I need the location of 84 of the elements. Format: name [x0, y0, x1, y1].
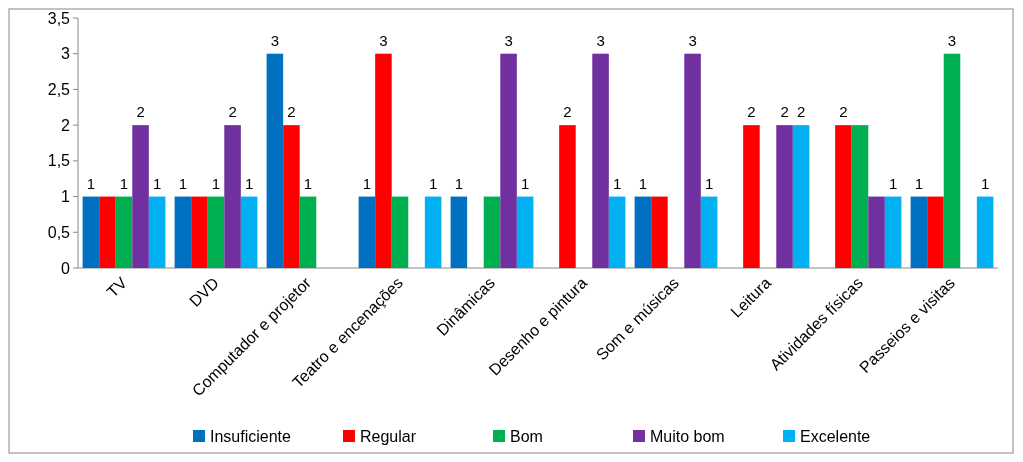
- legend-label: Insuficiente: [210, 427, 292, 445]
- bar: [559, 125, 576, 268]
- legend-label: Regular: [360, 427, 417, 445]
- bar: [851, 125, 869, 268]
- data-label: 1: [244, 174, 254, 192]
- bar: [391, 196, 409, 268]
- data-label: 1: [638, 174, 648, 192]
- bar: [148, 196, 166, 268]
- bar: [910, 196, 928, 268]
- data-label: 1: [428, 174, 438, 192]
- data-label: 2: [136, 103, 145, 121]
- data-label: 2: [228, 103, 237, 121]
- data-label: 1: [211, 174, 221, 192]
- y-tick-label: 0: [61, 259, 71, 277]
- data-label: 2: [839, 103, 848, 121]
- bar: [634, 196, 652, 268]
- data-label: 3: [270, 31, 280, 49]
- bar: [82, 196, 100, 268]
- legend-label: Bom: [510, 427, 543, 445]
- data-label: 1: [152, 174, 162, 192]
- data-label: 2: [287, 103, 296, 121]
- bar: [868, 196, 885, 268]
- data-label: 1: [86, 174, 96, 192]
- data-label: 1: [888, 174, 898, 192]
- bar: [792, 125, 810, 268]
- bar: [207, 196, 225, 268]
- bar: [592, 53, 609, 268]
- bar: [375, 53, 392, 268]
- bar: [99, 196, 116, 268]
- bar: [174, 196, 192, 268]
- bar: [684, 53, 701, 268]
- bar: [132, 125, 149, 268]
- y-tick-label: 0,5: [47, 223, 71, 241]
- bar: [191, 196, 208, 268]
- legend-label: Muito bom: [650, 427, 725, 445]
- y-tick-label: 2: [61, 116, 71, 134]
- bar: [608, 196, 626, 268]
- data-label: 3: [379, 31, 388, 49]
- bar: [943, 53, 961, 268]
- bar: [776, 125, 793, 268]
- bar: [283, 125, 300, 268]
- data-label: 2: [563, 103, 572, 121]
- data-label: 1: [303, 174, 313, 192]
- bar: [115, 196, 133, 268]
- bar: [516, 196, 534, 268]
- bar: [483, 196, 501, 268]
- y-tick-label: 1: [61, 188, 71, 206]
- data-label: 3: [947, 31, 957, 49]
- data-label: 3: [596, 31, 605, 49]
- bar: [450, 196, 468, 268]
- bar: [358, 196, 376, 268]
- x-tick-label: TV: [103, 273, 131, 301]
- bar: [976, 196, 994, 268]
- bar: [424, 196, 442, 268]
- data-label: 2: [747, 103, 756, 121]
- bar: [835, 125, 852, 268]
- data-label: 1: [612, 174, 622, 192]
- y-tick-label: 2,5: [47, 81, 71, 99]
- data-label: 1: [520, 174, 530, 192]
- y-tick-label: 1,5: [47, 152, 71, 170]
- bar: [266, 53, 284, 268]
- data-label: 3: [504, 31, 513, 49]
- data-label: 1: [704, 174, 714, 192]
- y-tick-label: 3,5: [47, 9, 71, 27]
- data-label: 1: [119, 174, 129, 192]
- y-tick-label: 3: [61, 45, 71, 63]
- bar: [700, 196, 718, 268]
- bar: [240, 196, 258, 268]
- data-label: 1: [980, 174, 990, 192]
- legend-label: Excelente: [800, 427, 871, 445]
- bar: [500, 53, 517, 268]
- data-label: 1: [362, 174, 372, 192]
- data-label: 2: [780, 103, 789, 121]
- data-label: 3: [688, 31, 697, 49]
- bar: [299, 196, 317, 268]
- data-label: 1: [178, 174, 188, 192]
- data-label: 2: [796, 103, 806, 121]
- bar: [743, 125, 760, 268]
- bar: [224, 125, 241, 268]
- bar: [884, 196, 902, 268]
- data-label: 1: [914, 174, 924, 192]
- data-label: 1: [454, 174, 464, 192]
- bar: [927, 196, 944, 268]
- bar: [651, 196, 668, 268]
